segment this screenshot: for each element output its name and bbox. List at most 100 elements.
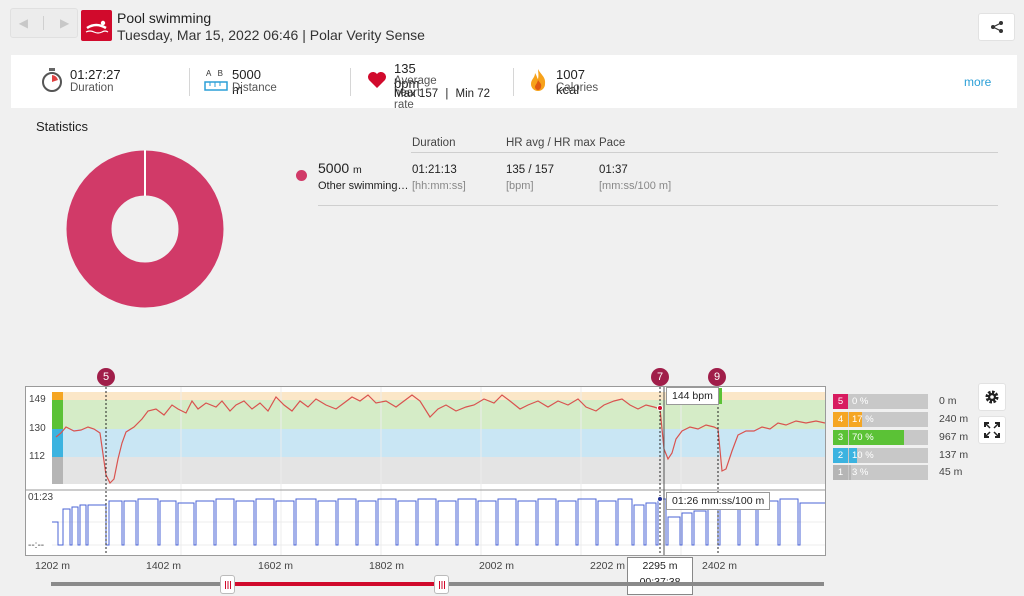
y-tick-hr-130: 130 xyxy=(29,423,46,434)
divider xyxy=(513,68,514,96)
hr-max-min: Max 157 | Min 72 xyxy=(394,88,490,100)
range-slider-left-handle[interactable] xyxy=(220,575,235,594)
calories-value: 1007 kcal xyxy=(556,67,585,97)
gear-icon xyxy=(985,390,999,404)
zone-distance: 45 m xyxy=(939,466,963,478)
zone-row: 2 10 % xyxy=(833,448,928,463)
hr-label: Average heart rate xyxy=(394,75,437,111)
sport-pace-unit: [mm:ss/100 m] xyxy=(599,180,672,192)
calories-label: Calories xyxy=(556,82,599,94)
zone-bar xyxy=(849,465,851,480)
duration-label: Duration xyxy=(70,82,114,94)
heart-icon xyxy=(368,72,386,88)
statistics-title: Statistics xyxy=(36,119,89,134)
y-tick-hr-112: 112 xyxy=(29,451,45,462)
zone-row: 3 70 % xyxy=(833,430,928,445)
zone-percent: 17 % xyxy=(852,414,874,425)
sport-color-dot xyxy=(296,170,307,181)
distance-label: Distance xyxy=(232,82,277,94)
zone-bar xyxy=(849,448,857,463)
hr-value: 135 bpm xyxy=(394,61,420,91)
zone-number: 1 xyxy=(833,465,848,480)
zone-number: 2 xyxy=(833,448,848,463)
expand-button[interactable] xyxy=(978,416,1006,444)
sport-pace: 01:37 xyxy=(599,164,628,176)
cursor-distance: 2295 m xyxy=(642,560,678,572)
range-slider-right-handle[interactable] xyxy=(434,575,449,594)
expand-icon xyxy=(984,422,1000,438)
column-header-duration: Duration xyxy=(412,137,456,149)
zone-number: 3 xyxy=(833,430,848,445)
share-button[interactable] xyxy=(978,13,1015,41)
range-slider-selection[interactable] xyxy=(227,582,441,586)
zone-percent: 70 % xyxy=(852,432,874,443)
zone-bar xyxy=(849,430,904,445)
zone-number: 5 xyxy=(833,394,848,409)
divider xyxy=(318,205,998,206)
zone-percent: 0 % xyxy=(852,396,869,407)
zone-row: 5 0 % xyxy=(833,394,928,409)
zone-percent: 3 % xyxy=(852,467,869,478)
y-tick-pace-top: 01:23 xyxy=(28,492,54,503)
duration-value: 01:27:27 xyxy=(70,67,121,82)
sport-distance: 5000 m xyxy=(318,160,362,176)
hr-pace-chart[interactable]: 149 130 112 01:23 --:-- 144 bpm 01:26 mm… xyxy=(25,386,826,556)
sport-hr: 135 / 157 xyxy=(506,164,554,176)
column-header-pace: Pace xyxy=(599,137,626,149)
x-tick: 2402 m xyxy=(702,560,738,572)
more-link[interactable]: more xyxy=(964,75,992,89)
page-title: Pool swimming xyxy=(117,10,212,26)
sport-distance-value: 5000 xyxy=(318,160,350,176)
zone-bar xyxy=(849,412,862,427)
divider xyxy=(43,16,45,30)
zone-percent: 10 % xyxy=(852,450,874,461)
lap-marker[interactable]: 5 xyxy=(97,368,115,386)
zone-distance: 0 m xyxy=(939,395,957,407)
pace-tooltip: 01:26 mm:ss/100 m xyxy=(666,492,771,510)
zone-distance: 240 m xyxy=(939,413,969,425)
x-tick: 1202 m xyxy=(35,560,71,572)
sport-duration-unit: [hh:mm:ss] xyxy=(412,180,466,192)
hr-separator: | xyxy=(445,88,449,100)
chart-canvas xyxy=(26,387,825,555)
sport-donut-chart xyxy=(66,150,224,308)
column-header-hr: HR avg / HR max xyxy=(506,137,596,149)
chart-settings-button[interactable] xyxy=(978,383,1006,411)
hr-tooltip: 144 bpm xyxy=(666,387,719,405)
flame-icon xyxy=(531,69,546,91)
sport-name: Other swimming… xyxy=(318,180,409,192)
zone-row: 1 3 % xyxy=(833,465,928,480)
x-tick: 2002 m xyxy=(479,560,515,572)
sport-distance-unit: m xyxy=(353,164,362,176)
chevron-right-icon[interactable]: ▶ xyxy=(59,16,70,30)
cursor-readout: 2295 m 00:37:38 xyxy=(627,557,693,595)
x-tick: 2202 m xyxy=(590,560,626,572)
summary-card: 01:27:27 Duration A B 5000 m Distance 13… xyxy=(11,55,1017,111)
divider xyxy=(189,68,190,96)
stopwatch-icon xyxy=(42,68,62,92)
divider xyxy=(411,152,998,153)
distance-ab-label: A B xyxy=(206,69,223,78)
page-subtitle: Tuesday, Mar 15, 2022 06:46 | Polar Veri… xyxy=(117,27,425,43)
lap-marker[interactable]: 7 xyxy=(651,368,669,386)
sport-duration: 01:21:13 xyxy=(412,164,457,176)
x-tick: 1802 m xyxy=(369,560,405,572)
nav-buttons: ◀ ▶ xyxy=(10,8,78,38)
hr-max: Max 157 xyxy=(394,88,439,100)
zone-distance: 967 m xyxy=(939,431,969,443)
y-tick-pace-bottom: --:-- xyxy=(28,540,45,551)
zone-distance: 137 m xyxy=(939,449,969,461)
distance-value: 5000 m xyxy=(232,67,261,97)
ruler-icon xyxy=(204,81,228,91)
divider xyxy=(350,68,351,96)
zone-number: 4 xyxy=(833,412,848,427)
hr-min: Min 72 xyxy=(455,88,491,100)
zone-row: 4 17 % xyxy=(833,412,928,427)
chevron-left-icon[interactable]: ◀ xyxy=(18,16,28,30)
lap-marker[interactable]: 9 xyxy=(708,368,726,386)
share-icon xyxy=(990,21,1003,33)
x-tick: 1402 m xyxy=(146,560,182,572)
sport-hr-unit: [bpm] xyxy=(506,180,534,192)
y-tick-hr-149: 149 xyxy=(29,394,46,405)
x-tick: 1602 m xyxy=(258,560,294,572)
